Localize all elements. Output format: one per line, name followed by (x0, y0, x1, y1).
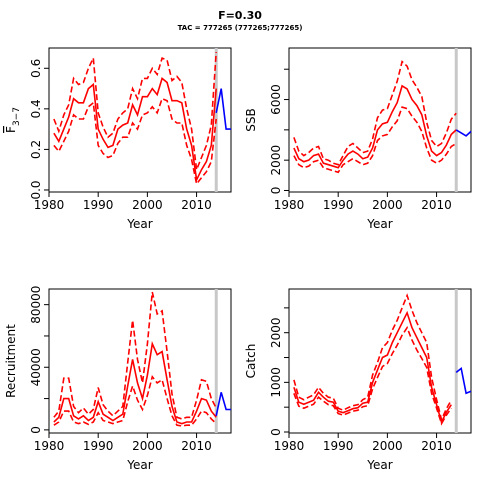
panel-recruitment: 1980 1990 2000 2010 Year 0 40000 80000 Recruitme… (4, 286, 232, 472)
x-tick-label: 2010 (181, 198, 212, 212)
x-tick-label: 2010 (181, 439, 212, 453)
x-tick-label: 1990 (83, 198, 114, 212)
series-line-upper (293, 293, 452, 423)
x-tick-label: 1980 (34, 439, 65, 453)
series-line-lower (53, 97, 217, 186)
y-tick-label: 2000 (269, 317, 283, 348)
series-line-upper (53, 52, 217, 170)
x-tick-label: 1990 (323, 198, 354, 212)
series-line-projection (215, 392, 231, 416)
series-line-lower (53, 374, 217, 427)
y-tick-label: 0.6 (29, 59, 43, 78)
y-tick-label: 2000 (269, 145, 283, 176)
x-tick-label: 2000 (372, 198, 403, 212)
panel-catch: 1980 1990 2000 2010 Year 0 1000 2000 Catch (244, 288, 472, 472)
x-tick-label: 2000 (132, 198, 163, 212)
figure-title: F=0.30 (218, 9, 262, 22)
plot-frame (48, 288, 232, 434)
series-line-estimate (293, 310, 452, 425)
y-tick-label: 40000 (29, 348, 43, 386)
y-axis-label: Catch (244, 344, 258, 379)
x-tick-label: 1990 (323, 439, 354, 453)
x-tick-label: 1990 (83, 439, 114, 453)
x-axis-label: Year (126, 217, 152, 231)
y-tick-label: 0 (269, 428, 283, 436)
x-tick-label: 2010 (421, 439, 452, 453)
y-tick-label: 0.0 (29, 180, 43, 199)
y-tick-label: 0 (269, 187, 283, 195)
series-line-lower (293, 325, 452, 426)
series-line-lower (293, 106, 457, 174)
series-line-upper (53, 291, 217, 420)
plot-frame (288, 288, 472, 434)
series-line-projection (455, 366, 472, 395)
plot-frame (288, 47, 472, 193)
series-line-estimate (53, 77, 217, 183)
panel-ssb: 1980 1990 2000 2010 Year 0 2000 6000 SSB (244, 47, 472, 231)
x-tick-label: 1980 (34, 198, 65, 212)
series-line-projection (215, 88, 231, 130)
figure-subtitle: TAC = 777265 (777265;777265) (177, 24, 303, 32)
y-tick-label: 80000 (29, 286, 43, 324)
y-tick-label: 0 (29, 426, 43, 434)
y-axis-label: SSB (244, 108, 258, 131)
y-tick-label: 6000 (269, 84, 283, 115)
series-line-estimate (293, 84, 457, 169)
series-line-estimate (53, 341, 217, 425)
x-axis-label: Year (366, 217, 392, 231)
x-tick-label: 2010 (421, 198, 452, 212)
y-axis-label: Recruitment (4, 324, 18, 398)
x-tick-label: 1980 (274, 439, 305, 453)
series-line-upper (293, 60, 457, 166)
y-tick-label: 0.4 (29, 99, 43, 118)
y-axis-label: F3−7 (4, 107, 22, 133)
y-tick-label: 1000 (269, 367, 283, 398)
x-tick-label: 1980 (274, 198, 305, 212)
panel-f: 1980 1990 2000 2010 Year 0.0 0.2 0.4 0.6 F3−7 (4, 47, 232, 231)
y-tick-label: 0.2 (29, 140, 43, 159)
series-line-projection (455, 129, 472, 137)
x-tick-label: 2000 (132, 439, 163, 453)
x-tick-label: 2000 (372, 439, 403, 453)
x-axis-label: Year (126, 458, 152, 472)
plot-frame (48, 47, 232, 193)
x-axis-label: Year (366, 458, 392, 472)
